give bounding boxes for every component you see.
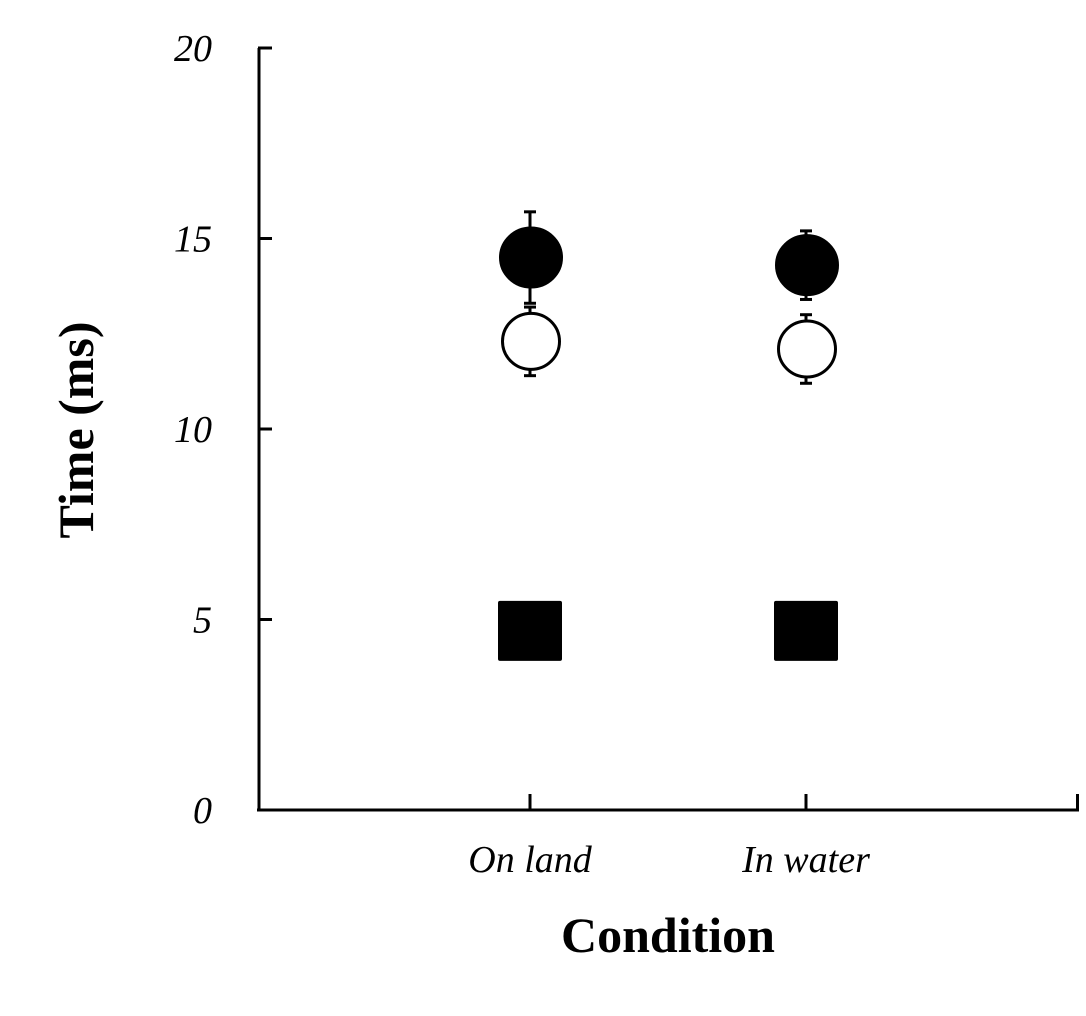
filled-square-point	[774, 600, 838, 661]
y-tick-label: 5	[193, 600, 212, 642]
filled-square-point	[498, 600, 562, 661]
axes-layer	[257, 48, 1079, 812]
open-circle-point	[777, 319, 837, 379]
x-tick-label: On land	[468, 839, 593, 881]
x-axis-title: Condition	[561, 907, 775, 963]
filled-circle-point	[499, 226, 563, 289]
y-tick-label: 10	[174, 409, 212, 451]
y-tick-label: 20	[174, 28, 212, 70]
x-tick-label: In water	[741, 839, 870, 881]
open-circle-point	[501, 311, 561, 371]
ticks-layer: 0 5 10 15 20 On land In water	[174, 28, 870, 881]
y-tick-label: 0	[193, 790, 212, 832]
y-axis-title: Time (ms)	[48, 321, 104, 538]
filled-circle-point	[775, 234, 839, 297]
marks-layer	[498, 210, 839, 661]
y-tick-label: 15	[174, 219, 212, 261]
